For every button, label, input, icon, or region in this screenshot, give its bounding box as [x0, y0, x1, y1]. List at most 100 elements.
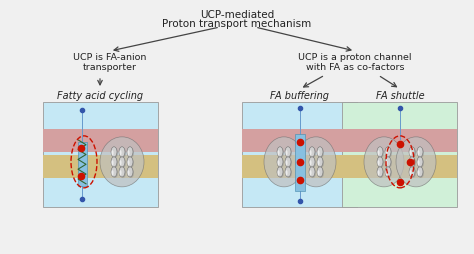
- Ellipse shape: [377, 151, 380, 156]
- Ellipse shape: [310, 170, 311, 176]
- FancyBboxPatch shape: [343, 103, 457, 207]
- Ellipse shape: [309, 147, 315, 157]
- Ellipse shape: [111, 161, 114, 166]
- Ellipse shape: [128, 158, 134, 168]
- Ellipse shape: [318, 151, 319, 156]
- Ellipse shape: [128, 168, 134, 178]
- Ellipse shape: [128, 161, 129, 166]
- Ellipse shape: [385, 170, 388, 176]
- Ellipse shape: [377, 170, 380, 176]
- Ellipse shape: [385, 151, 388, 156]
- Ellipse shape: [418, 170, 419, 176]
- Ellipse shape: [417, 157, 423, 167]
- Text: FA shuttle: FA shuttle: [376, 91, 424, 101]
- Ellipse shape: [418, 161, 419, 166]
- Ellipse shape: [309, 157, 315, 167]
- FancyBboxPatch shape: [243, 130, 357, 153]
- Ellipse shape: [277, 170, 280, 176]
- Ellipse shape: [277, 151, 280, 156]
- Ellipse shape: [120, 148, 126, 158]
- Ellipse shape: [285, 161, 288, 166]
- Ellipse shape: [277, 161, 280, 166]
- FancyBboxPatch shape: [295, 134, 305, 192]
- Ellipse shape: [278, 168, 284, 178]
- Ellipse shape: [364, 137, 404, 187]
- Ellipse shape: [377, 147, 383, 157]
- Ellipse shape: [120, 158, 126, 168]
- Ellipse shape: [318, 148, 324, 158]
- Ellipse shape: [386, 148, 392, 158]
- Ellipse shape: [128, 170, 129, 176]
- Ellipse shape: [318, 158, 324, 168]
- Ellipse shape: [378, 158, 384, 168]
- Ellipse shape: [417, 147, 423, 157]
- Ellipse shape: [318, 168, 324, 178]
- Ellipse shape: [418, 151, 419, 156]
- Ellipse shape: [409, 167, 415, 177]
- Ellipse shape: [385, 167, 391, 177]
- Ellipse shape: [318, 161, 319, 166]
- Ellipse shape: [309, 167, 315, 177]
- Ellipse shape: [128, 148, 134, 158]
- FancyBboxPatch shape: [43, 155, 157, 178]
- Ellipse shape: [120, 168, 126, 178]
- Ellipse shape: [111, 147, 117, 157]
- Ellipse shape: [410, 170, 411, 176]
- Ellipse shape: [386, 168, 392, 178]
- Ellipse shape: [128, 151, 129, 156]
- Ellipse shape: [385, 147, 391, 157]
- Ellipse shape: [385, 161, 388, 166]
- Ellipse shape: [119, 161, 121, 166]
- Ellipse shape: [119, 170, 121, 176]
- Ellipse shape: [378, 148, 384, 158]
- Ellipse shape: [119, 157, 125, 167]
- Ellipse shape: [417, 167, 423, 177]
- Ellipse shape: [409, 157, 415, 167]
- Text: UCP is a proton channel
with FA as co-factors: UCP is a proton channel with FA as co-fa…: [298, 53, 412, 72]
- Ellipse shape: [127, 157, 133, 167]
- Text: Proton transport mechanism: Proton transport mechanism: [163, 19, 311, 29]
- Ellipse shape: [310, 161, 311, 166]
- Ellipse shape: [278, 158, 284, 168]
- Ellipse shape: [310, 148, 316, 158]
- Ellipse shape: [100, 137, 144, 187]
- Ellipse shape: [385, 157, 391, 167]
- Text: UCP-mediated: UCP-mediated: [200, 10, 274, 20]
- Ellipse shape: [410, 168, 416, 178]
- Ellipse shape: [285, 157, 291, 167]
- Ellipse shape: [127, 147, 133, 157]
- Ellipse shape: [286, 158, 292, 168]
- Ellipse shape: [318, 170, 319, 176]
- Text: FA buffering: FA buffering: [271, 91, 329, 101]
- Ellipse shape: [410, 148, 416, 158]
- Ellipse shape: [277, 147, 283, 157]
- Ellipse shape: [285, 167, 291, 177]
- Ellipse shape: [286, 168, 292, 178]
- Ellipse shape: [112, 168, 118, 178]
- Ellipse shape: [119, 167, 125, 177]
- Ellipse shape: [377, 161, 380, 166]
- Ellipse shape: [377, 167, 383, 177]
- Text: UCP is FA-anion
transporter: UCP is FA-anion transporter: [73, 53, 146, 72]
- Ellipse shape: [111, 167, 117, 177]
- Ellipse shape: [112, 158, 118, 168]
- Ellipse shape: [277, 157, 283, 167]
- Ellipse shape: [317, 147, 323, 157]
- Ellipse shape: [119, 147, 125, 157]
- Ellipse shape: [396, 137, 436, 187]
- Ellipse shape: [310, 151, 311, 156]
- Ellipse shape: [410, 161, 411, 166]
- Ellipse shape: [264, 137, 304, 187]
- FancyBboxPatch shape: [343, 130, 457, 153]
- Ellipse shape: [111, 170, 114, 176]
- Ellipse shape: [285, 151, 288, 156]
- Ellipse shape: [111, 151, 114, 156]
- Ellipse shape: [285, 147, 291, 157]
- Ellipse shape: [317, 157, 323, 167]
- FancyBboxPatch shape: [78, 142, 86, 186]
- Ellipse shape: [418, 158, 424, 168]
- FancyBboxPatch shape: [43, 130, 157, 153]
- Ellipse shape: [285, 170, 288, 176]
- Ellipse shape: [410, 151, 411, 156]
- Ellipse shape: [410, 158, 416, 168]
